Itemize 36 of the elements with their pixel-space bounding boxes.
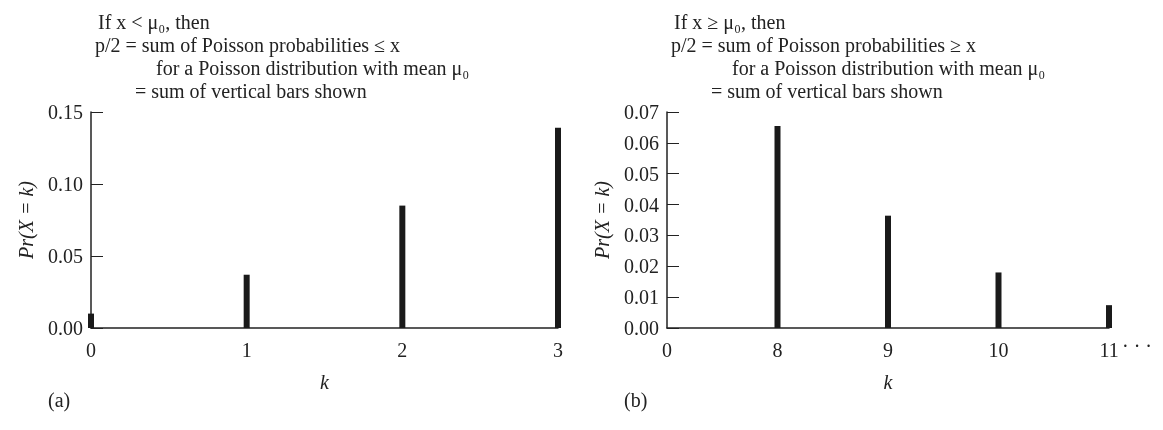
- text: (a): [48, 389, 71, 412]
- y-tick-label: 0.05: [48, 245, 83, 267]
- text: p/2 = sum of Poisson probabilities ≥ x: [671, 34, 977, 57]
- y-tick-label: 0.15: [48, 101, 83, 123]
- text: = sum of vertical bars shown: [135, 80, 367, 102]
- text: for a Poisson distribution with mean μ₀: [732, 57, 1046, 80]
- y-tick-label: 0.07: [624, 101, 659, 123]
- y-tick-label: 0.00: [48, 317, 83, 339]
- y-tick-label: 0.03: [624, 224, 659, 247]
- y-axis-title: Pr(X = k): [15, 180, 38, 260]
- text: · · ·: [1122, 335, 1152, 357]
- x-axis-title: k: [320, 371, 331, 393]
- y-tick-label: 0.01: [624, 286, 659, 309]
- text: p/2 = sum of Poisson probabilities ≤ x: [95, 34, 401, 57]
- text: If x ≥ μ₀, then: [674, 11, 786, 34]
- text: If x < μ₀, then: [98, 11, 210, 34]
- x-axis-title: k: [883, 371, 894, 393]
- x-tick-label: 0: [662, 339, 672, 361]
- text: = sum of vertical bars shown: [711, 80, 943, 102]
- x-tick-label: 0: [86, 339, 96, 361]
- y-tick-label: 0.10: [48, 173, 83, 195]
- x-tick-label: 11: [1099, 339, 1119, 361]
- text: (b): [624, 389, 648, 412]
- y-tick-label: 0.06: [624, 131, 659, 154]
- y-tick-label: 0.00: [624, 317, 659, 339]
- x-tick-label: 10: [988, 339, 1009, 361]
- y-tick-label: 0.04: [624, 193, 659, 216]
- x-tick-label: 1: [241, 339, 252, 361]
- y-tick-label: 0.05: [624, 162, 659, 185]
- x-tick-label: 9: [883, 339, 893, 361]
- x-tick-label: 3: [553, 339, 563, 361]
- y-axis-title: Pr(X = k): [591, 180, 614, 260]
- x-tick-label: 8: [772, 339, 783, 361]
- x-tick-label: 2: [397, 339, 408, 361]
- y-tick-label: 0.02: [624, 255, 659, 278]
- text: for a Poisson distribution with mean μ₀: [156, 57, 470, 80]
